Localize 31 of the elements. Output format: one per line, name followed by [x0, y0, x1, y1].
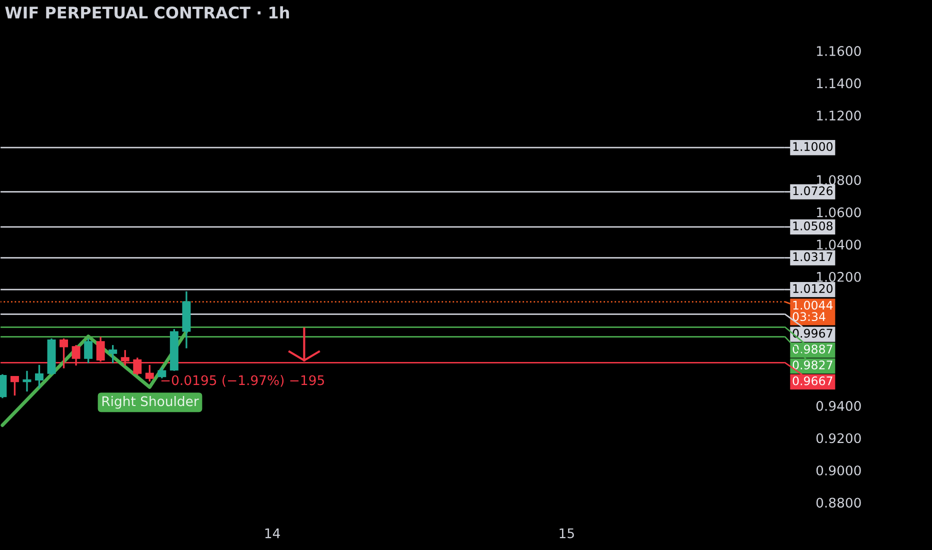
- y-tick-label: 0.9400: [816, 400, 861, 411]
- ref-line-label: 1.0508: [793, 221, 832, 230]
- y-tick-label: 1.1200: [817, 110, 861, 121]
- y-tick-label: 1.0600: [817, 207, 861, 218]
- y-tick-label: 0.8800: [816, 498, 861, 508]
- chart-title: WIF PERPETUAL CONTRACT · 1h: [5, 6, 289, 19]
- y-tick-label: 1.1400: [817, 78, 861, 88]
- annotation: −0.0195 (−1.97%) −195: [161, 374, 324, 387]
- x-tick-label: 14: [265, 528, 280, 538]
- x-tick-label: 15: [560, 528, 574, 538]
- y-tick-label: 0.9200: [816, 433, 861, 444]
- candlestick: [108, 344, 118, 364]
- candlestick: [35, 364, 44, 389]
- y-tick-label: 1.0800: [817, 175, 861, 186]
- ref-line-label: 0.9887: [792, 344, 832, 354]
- ref-line-label: 0.9967: [792, 328, 832, 338]
- ref-line-label: 1.0726: [793, 186, 833, 196]
- ref-line-label: 1.1000: [793, 142, 833, 152]
- ref-line-label: 1.0120: [793, 284, 833, 293]
- y-tick-label: 1.0200: [817, 272, 861, 282]
- ref-line-label: 1.0044 03:34: [792, 300, 833, 322]
- y-tick-label: 0.9000: [816, 465, 861, 476]
- y-tick-label: 1.0400: [817, 240, 861, 250]
- ref-line-label: 0.9827: [792, 360, 832, 370]
- candlestick: [10, 376, 19, 396]
- candlestick: [22, 370, 32, 392]
- ref-line-label: 1.0317: [793, 252, 832, 262]
- y-tick-label: 1.1600: [817, 46, 861, 56]
- annotation: Right Shoulder: [102, 396, 199, 409]
- candlestick: [84, 338, 93, 364]
- ref-line-label: 0.9667: [792, 376, 832, 386]
